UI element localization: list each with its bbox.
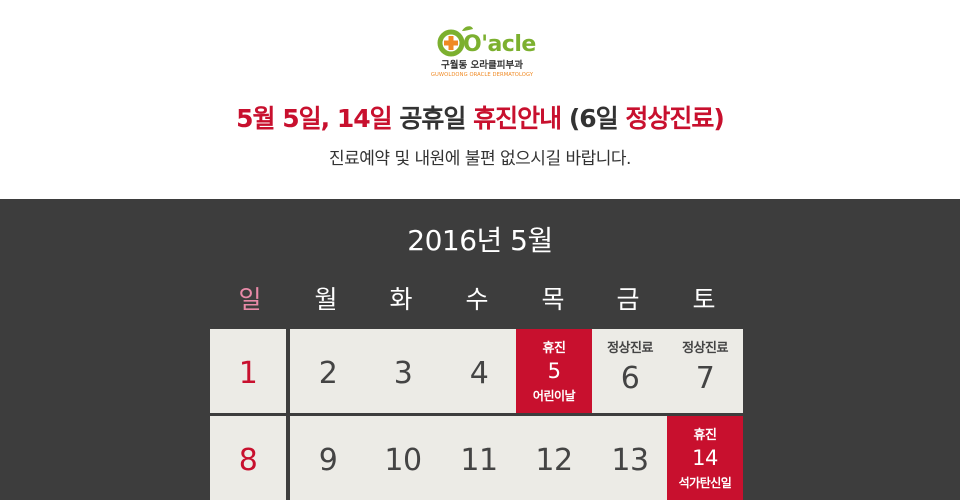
calendar-day-14: 휴진 14 석가탄신일 [667,416,743,500]
day-number: 11 [460,443,498,478]
day-number: 3 [393,356,413,391]
weekday-monday: 월 [314,285,338,314]
calendar-month-title: 2016년 5월 [407,224,553,257]
day-number: 1 [238,356,258,391]
calendar-day-7: 정상진료 7 [667,329,743,413]
weekday-thursday: 목 [541,285,565,314]
notice-header: O'acle 구월동 오라클피부과 GUWOLDONG ORACLE DERMA… [0,0,960,199]
logo-mark: O'acle [435,24,536,60]
day-number: 4 [469,356,489,391]
closed-label: 휴진 [542,341,566,356]
notice-headline: 5월 5일, 14일 공휴일 휴진안내 (6일 정상진료) [0,102,960,136]
clinic-name-english: GUWOLDONG ORACLE DERMATOLOGY [430,72,534,78]
closed-label: 휴진 [693,428,717,443]
day-number: 12 [535,443,573,478]
calendar-day-1: 1 [210,329,286,413]
weekday-saturday: 토 [692,285,716,314]
day-number: 10 [384,443,422,478]
holiday-dates: 5월 5일, 14일 [236,104,392,133]
day-number: 13 [611,443,649,478]
normal-clinic-label: 정상진료 [682,341,728,356]
calendar-day-9: 9 [290,416,366,500]
weekday-header-row: 일 월 화 수 목 금 토 [0,282,960,318]
holiday-label: 공휴일 [399,104,466,133]
calendar-day-4: 4 [441,329,517,413]
calendar-day-8: 8 [210,416,286,500]
calendar-day-10: 10 [365,416,441,500]
logo-wordmark: O'acle [463,32,536,57]
clinic-logo: O'acle 구월동 오라클피부과 GUWOLDONG ORACLE DERMA… [430,22,536,80]
day-number: 7 [695,361,715,396]
closure-notice: 휴진안내 [473,104,562,133]
calendar-day-13: 13 [592,416,668,500]
notice-subtext: 진료예약 및 내원에 불편 없으시길 바랍니다. [329,149,631,169]
normal-clinic-label: 정상진료) [625,104,724,133]
holiday-name: 석가탄신일 [678,476,732,490]
calendar-panel: 2016년 5월 일 월 화 수 목 금 토 1 2 3 4 휴진 5 어린이날 정상진료 6 정… [0,199,960,500]
day-number: 6 [620,361,640,396]
day-number: 2 [318,356,338,391]
day-number: 8 [238,443,258,478]
day-number: 9 [318,443,338,478]
calendar-day-3: 3 [365,329,441,413]
logo-o-cross-icon [437,26,473,57]
calendar-day-5: 휴진 5 어린이날 [516,329,592,413]
calendar-day-12: 12 [516,416,592,500]
holiday-name: 어린이날 [532,389,576,403]
day-number: 14 [692,446,718,470]
weekday-tuesday: 화 [389,285,413,314]
calendar-day-11: 11 [441,416,517,500]
normal-day-note: (6일 [568,104,619,133]
weekday-friday: 금 [616,285,640,314]
calendar-grid: 1 2 3 4 휴진 5 어린이날 정상진료 6 정상진료 7 8 9 10 11 12 13 휴진 14 석가탄신일 [210,329,744,500]
day-number: 5 [547,359,561,383]
normal-clinic-label: 정상진료 [607,341,653,356]
calendar-day-2: 2 [290,329,366,413]
weekday-wednesday: 수 [465,285,489,314]
calendar-day-6: 정상진료 6 [592,329,668,413]
clinic-name-korean: 구월동 오라클피부과 [441,60,523,71]
weekday-sunday: 일 [238,285,262,314]
